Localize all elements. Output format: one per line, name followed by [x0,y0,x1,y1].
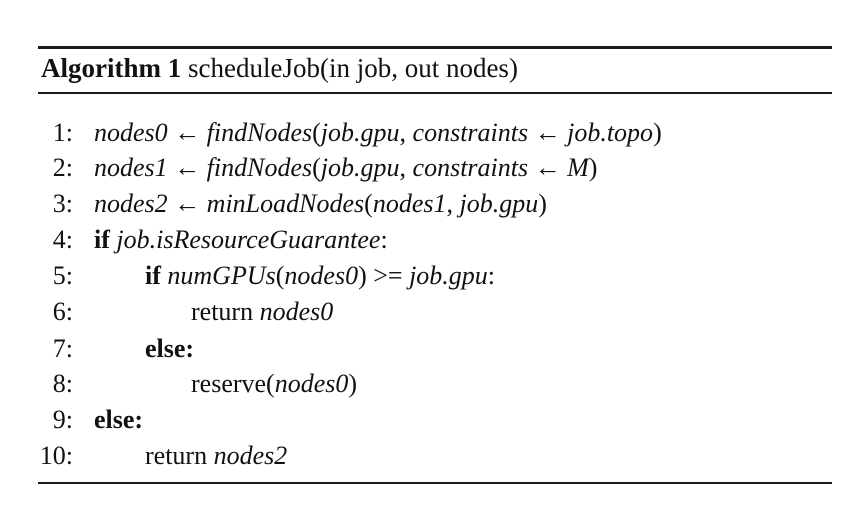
code-text: ( [312,153,321,182]
line-code: else: [94,405,143,435]
algorithm-line: 5: if numGPUs(nodes0) >= job.gpu: [0,261,841,297]
keyword: if [94,225,110,254]
algorithm-label: Algorithm 1 [41,53,182,83]
algorithm-line: 2: nodes1 ← findNodes(job.gpu, constraint… [0,153,841,189]
identifier: nodes1 [94,153,168,182]
identifier: nodes1 [372,189,447,218]
line-code: nodes0 ← findNodes(job.gpu, constraints … [94,118,662,148]
algorithm-line: 8: reserve(nodes0) [0,369,841,405]
identifier: nodes0 [259,297,334,326]
keyword: else: [94,405,144,434]
identifier: nodes0 [274,369,349,398]
line-number: 8: [52,369,73,398]
identifier: job.gpu [320,118,400,147]
code-text: ← [167,153,207,182]
algorithm-caption: Algorithm 1 scheduleJob(in job, out node… [41,53,518,84]
line-number: 2: [52,153,73,182]
line-number: 6: [52,297,73,326]
identifier: nodes2 [213,441,288,470]
code-text: : [380,225,388,254]
code-text: ( [364,189,373,218]
code-text: , [399,153,413,182]
line-code: nodes1 ← findNodes(job.gpu, constraints … [94,153,597,183]
algorithm-line: 4: if job.isResourceGuarantee: [0,225,841,261]
identifier: job.gpu [409,261,488,290]
code-text: return [191,297,260,326]
identifier: job.isResourceGuarantee [116,225,381,254]
line-number: 3: [52,189,73,218]
line-code: if job.isResourceGuarantee: [94,225,388,255]
code-text: ) [653,118,662,147]
caption-rule [38,92,832,94]
identifier: job.topo [567,118,654,147]
code-text: , [399,118,413,147]
code-text: ( [312,118,321,147]
line-code: return nodes0 [191,297,333,327]
line-code: reserve(nodes0) [191,369,357,399]
identifier: findNodes [206,118,313,147]
code-text: ← [167,118,207,147]
keyword: else: [145,334,195,363]
algorithm-line: 6: return nodes0 [0,297,841,333]
line-number: 1: [52,118,73,147]
algorithm-line: 9: else: [0,405,841,441]
code-text: : [487,261,496,290]
line-code: nodes2 ← minLoadNodes(nodes1, job.gpu) [94,189,547,219]
line-number: 4: [52,225,73,254]
code-text: ( [275,261,285,290]
code-text: ) >= [358,261,410,290]
code-text: ) [588,153,598,182]
keyword: if [145,261,161,290]
algorithm-line: 7: else: [0,334,841,370]
bottom-rule [38,482,832,484]
algorithm-signature: scheduleJob(in job, out nodes) [187,53,518,83]
line-code: if numGPUs(nodes0) >= job.gpu: [145,261,495,291]
code-text: ← [528,118,568,147]
algorithm-line: 1: nodes0 ← findNodes(job.gpu, constraint… [0,118,841,154]
identifier: constraints [412,118,529,147]
code-text: reserve( [191,369,275,398]
line-number: 5: [52,261,73,290]
identifier: constraints [412,153,529,182]
code-text: return [145,441,214,470]
algorithm-line: 3: nodes2 ← minLoadNodes(nodes1, job.gpu) [0,189,841,225]
code-text: ← [528,153,568,182]
top-rule [38,46,832,49]
line-number: 7: [52,334,73,363]
code-text: ) [538,189,547,218]
identifier: numGPUs [167,261,276,290]
line-code: return nodes2 [145,441,287,471]
identifier: nodes2 [94,189,168,218]
identifier: nodes0 [94,118,168,147]
line-number: 9: [52,405,73,434]
identifier: minLoadNodes [206,189,365,218]
identifier: job.gpu [320,153,400,182]
line-number: 10: [39,441,73,470]
code-text: ) [348,369,358,398]
identifier: job.gpu [459,189,539,218]
identifier: M [567,153,589,182]
identifier: nodes0 [284,261,359,290]
code-text: ← [167,189,207,218]
identifier: findNodes [206,153,313,182]
code-text: , [446,189,460,218]
line-code: else: [145,334,194,364]
algorithm-line: 10: return nodes2 [0,441,841,477]
